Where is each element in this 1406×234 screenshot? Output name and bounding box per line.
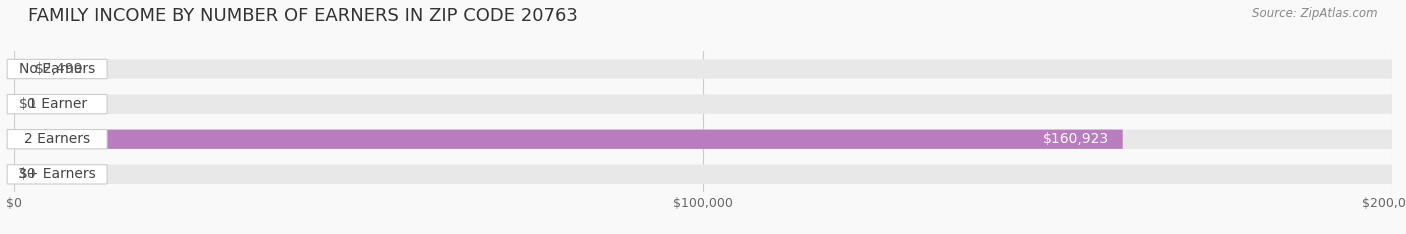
FancyBboxPatch shape [14, 59, 1392, 79]
Text: 2 Earners: 2 Earners [24, 132, 90, 146]
FancyBboxPatch shape [14, 59, 31, 79]
FancyBboxPatch shape [7, 59, 107, 79]
Text: FAMILY INCOME BY NUMBER OF EARNERS IN ZIP CODE 20763: FAMILY INCOME BY NUMBER OF EARNERS IN ZI… [28, 7, 578, 25]
FancyBboxPatch shape [14, 130, 1123, 149]
Text: 3+ Earners: 3+ Earners [18, 167, 96, 181]
FancyBboxPatch shape [7, 130, 107, 149]
Text: $2,499: $2,499 [35, 62, 83, 76]
Text: Source: ZipAtlas.com: Source: ZipAtlas.com [1253, 7, 1378, 20]
Text: $0: $0 [18, 167, 37, 181]
FancyBboxPatch shape [14, 130, 1392, 149]
FancyBboxPatch shape [7, 95, 107, 114]
Text: 1 Earner: 1 Earner [28, 97, 87, 111]
FancyBboxPatch shape [14, 165, 1392, 184]
FancyBboxPatch shape [14, 95, 1392, 114]
Text: $0: $0 [18, 97, 37, 111]
FancyBboxPatch shape [7, 165, 107, 184]
Text: No Earners: No Earners [20, 62, 96, 76]
Text: $160,923: $160,923 [1043, 132, 1109, 146]
